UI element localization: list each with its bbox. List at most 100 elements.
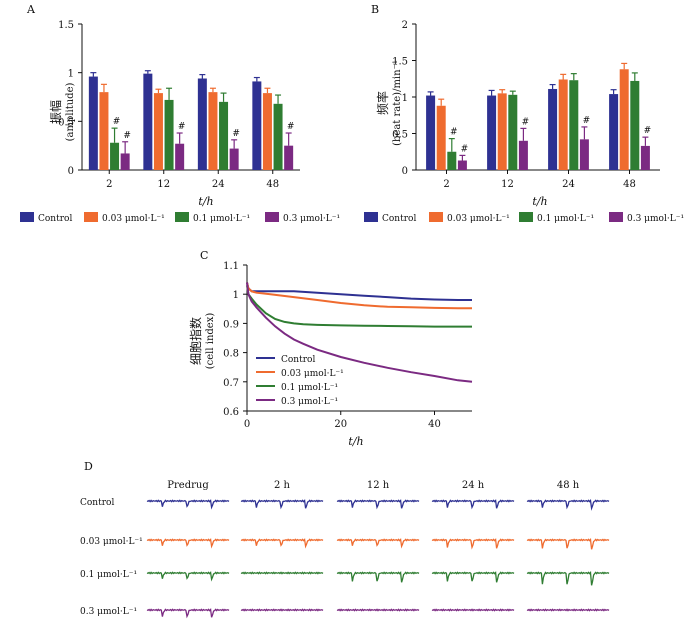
panel-d-row-label: 0.03 μmol·L⁻¹	[80, 537, 143, 547]
panel-a-bar	[164, 99, 174, 170]
panel-c-ylabel: (cell index)	[205, 313, 216, 370]
panel-b-ylabel-cn: 频率	[375, 91, 390, 115]
panel-b-bar-chart: B 频率 (beat rate)/min⁻¹ t/h 00.511.522##1…	[371, 3, 660, 208]
panel-b-bar	[609, 94, 619, 170]
panel-a-letter: A	[26, 3, 36, 16]
panel-b-bar	[640, 145, 650, 170]
panel-b-bar	[508, 94, 518, 170]
legend-swatch	[364, 212, 378, 222]
panel-c-letter: C	[200, 249, 208, 262]
legend-swatch	[84, 212, 98, 222]
panel-d-row-label: 0.1 μmol·L⁻¹	[80, 570, 137, 580]
panel-a-bar	[99, 92, 109, 170]
panel-c-ylabel-cn: 细胞指数	[188, 317, 203, 365]
panel-a-bar	[153, 93, 163, 170]
panel-b-bar	[426, 95, 436, 170]
panel-b-bar	[457, 160, 467, 170]
panel-d-column-header: 12 h	[367, 480, 390, 491]
panel-b-bar	[579, 139, 589, 170]
panel-a-bar	[262, 93, 272, 170]
panel-b-significance-mark: #	[450, 128, 458, 138]
panel-d-column-header: 24 h	[462, 480, 485, 491]
panel-a-significance-mark: #	[232, 129, 240, 139]
panel-b-x-tick-label: 12	[501, 179, 514, 190]
legend-swatch	[519, 212, 533, 222]
panel-c-y-tick-label: 0.6	[223, 407, 239, 418]
panel-b-y-tick-label: 2	[402, 20, 408, 31]
panel-b-significance-mark: #	[461, 144, 469, 154]
panel-d-trace	[336, 571, 420, 583]
panel-b-bar	[630, 80, 640, 170]
panel-a-bar	[175, 143, 185, 170]
panel-a-bar	[110, 142, 120, 170]
legend-swatch	[265, 212, 279, 222]
panel-a-y-tick-label: 1	[68, 69, 74, 80]
panel-d-trace	[146, 499, 230, 510]
panel-b-x-tick-label: 24	[562, 179, 575, 190]
panel-d-row-label: Control	[80, 498, 114, 508]
panel-b-y-tick-label: 0	[402, 166, 408, 177]
panel-b-letter: B	[371, 3, 379, 16]
panel-a-significance-mark: #	[113, 117, 121, 127]
panel-b-y-tick-label: 1	[402, 93, 408, 104]
legend-label: Control	[382, 214, 416, 224]
panel-b-bar	[518, 140, 528, 170]
panel-c-series-line	[246, 282, 472, 310]
panel-c-y-tick-label: 1	[233, 290, 239, 301]
panel-c-y-tick-label: 0.7	[223, 378, 239, 389]
legend-swatch	[609, 212, 623, 222]
panel-c-series-line	[246, 285, 472, 328]
panel-a-significance-mark: #	[123, 131, 131, 141]
panel-d-column-header: 2 h	[274, 480, 291, 491]
panel-b-y-tick-label: 0.5	[392, 130, 408, 141]
panel-c-x-tick-label: 40	[428, 419, 441, 430]
panel-c-legend-label: Control	[281, 355, 315, 365]
panel-b-bar	[548, 88, 558, 170]
panel-d-letter: D	[84, 460, 93, 473]
panel-b-bar	[569, 80, 579, 170]
panel-b-significance-mark: #	[583, 116, 591, 126]
panel-d-trace	[146, 608, 230, 619]
panel-d-trace	[526, 499, 610, 511]
panel-b-significance-mark: #	[644, 126, 652, 136]
panel-b-bar	[497, 93, 507, 170]
panel-a-bar	[252, 81, 262, 170]
legend-label: 0.1 μmol·L⁻¹	[537, 214, 594, 224]
panel-a-y-tick-label: 1.5	[58, 20, 74, 31]
panel-b-y-tick-label: 1.5	[392, 57, 408, 68]
legend-label: 0.3 μmol·L⁻¹	[283, 214, 340, 224]
panel-b-xlabel: t/h	[532, 195, 547, 208]
panel-a-ylabel-cn: 振幅	[48, 100, 63, 124]
panel-d-trace	[146, 538, 230, 549]
panel-a-bar	[120, 153, 130, 170]
legend-label: 0.03 μmol·L⁻¹	[102, 214, 165, 224]
panel-d-trace	[240, 608, 324, 612]
legend-label: Control	[38, 214, 72, 224]
panel-b-bar	[487, 95, 497, 170]
panel-a-x-tick-label: 24	[212, 179, 225, 190]
panel-d-trace	[526, 608, 610, 612]
panel-c-legend-label: 0.3 μmol·L⁻¹	[281, 397, 338, 407]
panel-a-bar-chart: A 振幅 (amplitude) t/h 00.511.52##12#24#48…	[26, 3, 300, 208]
panel-c-line-chart: C 细胞指数 (cell index) t/h 0.6 0.7 0.8 0.9 1 1.1…	[188, 249, 473, 448]
panel-a-y-tick-label: 0.5	[58, 117, 74, 128]
panel-a-ylabel: (amplitude)	[65, 82, 76, 141]
panel-c-y-tick-label: 0.8	[223, 349, 239, 360]
panel-a-x-tick-label: 2	[106, 179, 112, 190]
panel-d-trace	[431, 571, 515, 583]
panel-d-trace	[336, 538, 420, 549]
panel-a-xlabel: t/h	[198, 195, 213, 208]
panel-a-y-tick-label: 0	[68, 166, 74, 177]
panel-d-trace	[240, 538, 324, 549]
legend-swatch	[429, 212, 443, 222]
panel-a-bar	[143, 73, 153, 170]
panel-a-significance-mark: #	[287, 122, 295, 132]
legend-swatch	[175, 212, 189, 222]
panel-b-bar	[619, 69, 629, 170]
panel-d-trace	[431, 499, 515, 510]
panel-a-bar	[208, 92, 218, 170]
panel-d-trace	[526, 570, 610, 586]
bar-legend: Control 0.03 μmol·L⁻¹ 0.1 μmol·L⁻¹ 0.3 μmol…	[20, 212, 684, 224]
panel-d-trace	[431, 608, 515, 612]
